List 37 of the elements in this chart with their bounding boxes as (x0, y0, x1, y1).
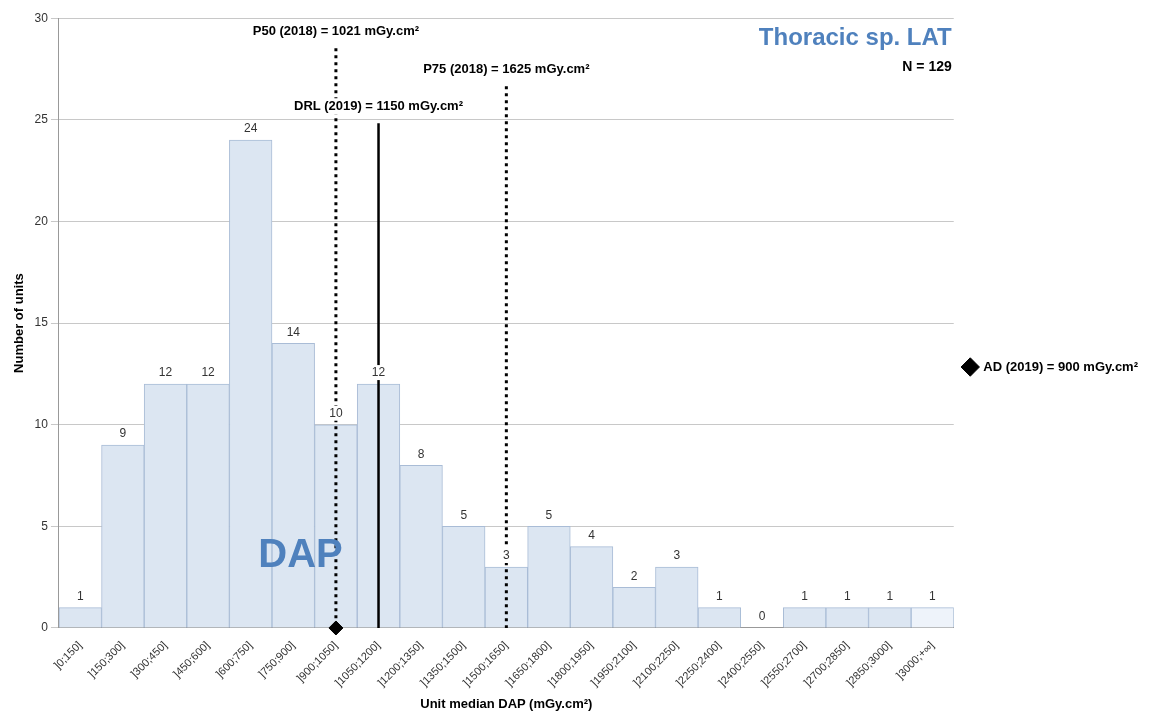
data-label: 1 (76, 588, 84, 603)
y-tick-label: 15 (34, 315, 49, 330)
data-label: 5 (460, 507, 468, 522)
data-label: 12 (371, 365, 386, 380)
y-tick-label: 0 (41, 620, 49, 635)
data-label: 0 (758, 609, 766, 624)
data-label: 2 (630, 568, 638, 583)
data-label: 1 (801, 588, 809, 603)
data-label: 5 (545, 507, 553, 522)
data-label: 1 (886, 588, 894, 603)
y-tick-label: 20 (34, 213, 49, 228)
legend-label: AD (2019) = 900 mGy.cm² (983, 358, 1139, 374)
y-tick-label: 10 (34, 417, 49, 432)
y-tick-label: 25 (34, 112, 49, 127)
data-label: 14 (286, 324, 301, 339)
data-label: 9 (119, 426, 127, 441)
data-label: 3 (503, 548, 511, 563)
annotation: DAP (258, 531, 343, 576)
data-label: 12 (201, 365, 216, 380)
data-label: 8 (417, 446, 425, 461)
data-label: 1 (843, 588, 851, 603)
y-axis-title: Number of units (11, 273, 27, 373)
data-label: 1 (929, 588, 937, 603)
x-axis-title: Unit median DAP (mGy.cm²) (420, 695, 593, 711)
data-label: 1 (716, 588, 724, 603)
data-label: 3 (673, 548, 681, 563)
data-label: 24 (244, 121, 258, 136)
chart-title: Thoracic sp. LAT (758, 22, 953, 50)
data-label: 12 (158, 365, 173, 380)
y-tick-label: 5 (41, 518, 49, 533)
ref-line-label: P50 (2018) = 1021 mGy.cm² (252, 23, 420, 39)
ref-line-label: DRL (2019) = 1150 mGy.cm² (294, 98, 464, 114)
ref-line-label: P75 (2018) = 1625 mGy.cm² (423, 61, 591, 77)
data-label: 4 (588, 527, 596, 542)
data-label: 10 (329, 406, 343, 421)
y-tick-label: 30 (34, 10, 49, 25)
text: N = 129 (902, 58, 952, 75)
